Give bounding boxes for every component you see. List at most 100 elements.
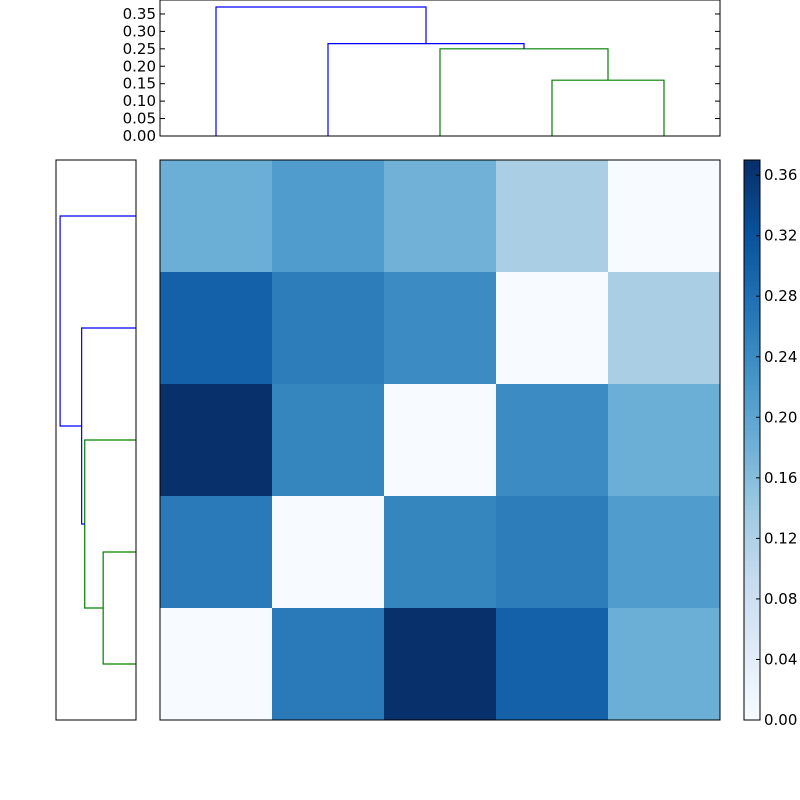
colorbar-segment bbox=[744, 335, 760, 341]
colorbar-segment bbox=[744, 715, 760, 721]
heatmap-cell-r3-c0 bbox=[160, 496, 273, 609]
left-dendrogram bbox=[55, 159, 137, 721]
colorbar-segment bbox=[744, 250, 760, 256]
heatmap-cell-r1-c3 bbox=[496, 272, 609, 385]
colorbar-segment bbox=[744, 310, 760, 316]
colorbar-segment bbox=[744, 475, 760, 481]
heatmap-cell-r2-c1 bbox=[272, 384, 385, 497]
heatmap-frame bbox=[159, 159, 721, 721]
heatmap-cell-r1-c2 bbox=[384, 272, 497, 385]
colorbar-segment bbox=[744, 710, 760, 716]
heatmap-cell-r3-c3 bbox=[496, 496, 609, 609]
colorbar-segment bbox=[744, 630, 760, 636]
colorbar-tick-label: 0.24 bbox=[764, 348, 797, 366]
left-dendrogram-link-2 bbox=[81, 327, 136, 525]
top-dendrogram-tick-label: 0.10 bbox=[123, 92, 156, 110]
colorbar-segment bbox=[744, 510, 760, 516]
colorbar-segment bbox=[744, 705, 760, 711]
colorbar-segment bbox=[744, 565, 760, 571]
colorbar-segment bbox=[744, 530, 760, 536]
colorbar-segment bbox=[744, 315, 760, 321]
heatmap-matrix bbox=[159, 159, 721, 721]
colorbar-segment bbox=[744, 355, 760, 361]
colorbar-segment bbox=[744, 235, 760, 241]
colorbar-segment bbox=[744, 340, 760, 346]
top-dendrogram: 0.000.050.100.150.200.250.300.35 bbox=[123, 0, 721, 145]
top-dendrogram-tick-label: 0.00 bbox=[123, 127, 156, 145]
colorbar-segment bbox=[744, 395, 760, 401]
heatmap-cell-r4-c3 bbox=[496, 608, 609, 721]
colorbar-tick-label: 0.16 bbox=[764, 469, 797, 487]
heatmap-cell-r4-c1 bbox=[272, 608, 385, 721]
colorbar-segment bbox=[744, 575, 760, 581]
colorbar-segment bbox=[744, 460, 760, 466]
heatmap-cell-r1-c0 bbox=[160, 272, 273, 385]
left-dendrogram-link-0 bbox=[102, 551, 136, 665]
colorbar-segment bbox=[744, 615, 760, 621]
heatmap-cell-r0-c3 bbox=[496, 160, 609, 273]
colorbar-segment bbox=[744, 520, 760, 526]
colorbar-segment bbox=[744, 655, 760, 661]
colorbar-segment bbox=[744, 670, 760, 676]
colorbar-segment bbox=[744, 245, 760, 251]
colorbar-segment bbox=[744, 240, 760, 246]
left-dendrogram-link-1 bbox=[84, 439, 136, 609]
colorbar-segment bbox=[744, 380, 760, 386]
colorbar-segment bbox=[744, 260, 760, 266]
heatmap-cell-r1-c1 bbox=[272, 272, 385, 385]
colorbar-segment bbox=[744, 700, 760, 706]
heatmap-cell-r2-c0 bbox=[160, 384, 273, 497]
top-dendrogram-tick-label: 0.15 bbox=[123, 75, 156, 93]
colorbar-tick-label: 0.20 bbox=[764, 408, 797, 426]
colorbar-segment bbox=[744, 225, 760, 231]
colorbar-segment bbox=[744, 695, 760, 701]
colorbar-segment bbox=[744, 675, 760, 681]
heatmap-cell-r4-c2 bbox=[384, 608, 497, 721]
colorbar-tick-label: 0.00 bbox=[764, 711, 797, 729]
colorbar-segment bbox=[744, 455, 760, 461]
top-dendrogram-link-2 bbox=[327, 42, 525, 136]
heatmap-cell-r4-c4 bbox=[608, 608, 721, 721]
colorbar-segment bbox=[744, 170, 760, 176]
colorbar-segment bbox=[744, 545, 760, 551]
top-dendrogram-link-0 bbox=[551, 79, 665, 136]
heatmap-cell-r0-c4 bbox=[608, 160, 721, 273]
colorbar-segment bbox=[744, 190, 760, 196]
colorbar-segment bbox=[744, 425, 760, 431]
colorbar-segment bbox=[744, 585, 760, 591]
colorbar-tick-label: 0.32 bbox=[764, 227, 797, 245]
heatmap-cell-r2-c2 bbox=[384, 384, 497, 497]
colorbar-segment bbox=[744, 290, 760, 296]
heatmap-cell-r4-c0 bbox=[160, 608, 273, 721]
colorbar-segment bbox=[744, 365, 760, 371]
colorbar-segment bbox=[744, 535, 760, 541]
colorbar-segment bbox=[744, 505, 760, 511]
colorbar-segment bbox=[744, 195, 760, 201]
colorbar-segment bbox=[744, 185, 760, 191]
colorbar-segment bbox=[744, 650, 760, 656]
colorbar-segment bbox=[744, 275, 760, 281]
colorbar-segment bbox=[744, 645, 760, 651]
colorbar-segment bbox=[744, 540, 760, 546]
colorbar-segment bbox=[744, 165, 760, 171]
colorbar-segment bbox=[744, 525, 760, 531]
left-dendrogram-link-3 bbox=[59, 215, 136, 427]
colorbar-segment bbox=[744, 345, 760, 351]
colorbar-segment bbox=[744, 370, 760, 376]
colorbar-segment bbox=[744, 415, 760, 421]
colorbar-segment bbox=[744, 450, 760, 456]
colorbar-segment bbox=[744, 500, 760, 506]
heatmap-cell-r0-c2 bbox=[384, 160, 497, 273]
colorbar-segment bbox=[744, 435, 760, 441]
colorbar-segment bbox=[744, 160, 760, 166]
colorbar-segment bbox=[744, 410, 760, 416]
colorbar-segment bbox=[744, 605, 760, 611]
colorbar-segment bbox=[744, 210, 760, 216]
colorbar-segment bbox=[744, 495, 760, 501]
heatmap-cell-r3-c2 bbox=[384, 496, 497, 609]
colorbar-segment bbox=[744, 490, 760, 496]
top-dendrogram-frame bbox=[159, 0, 721, 137]
colorbar-segment bbox=[744, 255, 760, 261]
colorbar-segment bbox=[744, 600, 760, 606]
colorbar-segment bbox=[744, 560, 760, 566]
